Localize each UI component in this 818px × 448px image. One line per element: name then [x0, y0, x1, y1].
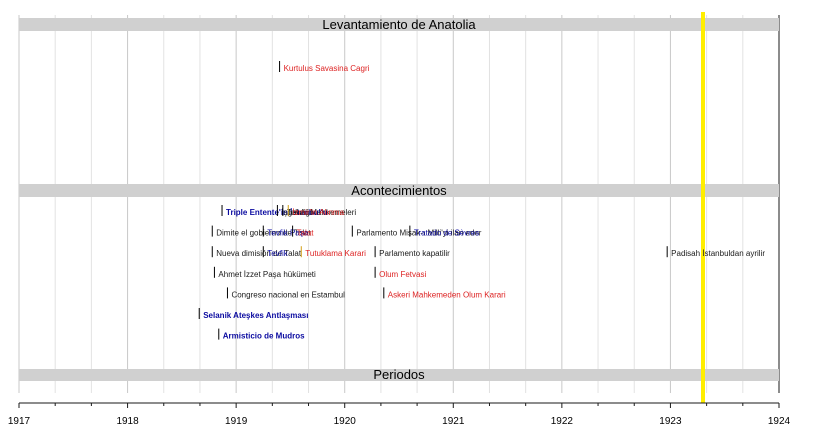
highlight-bar [701, 12, 705, 403]
event-label: Congreso nacional en Estambul [231, 290, 345, 299]
event-label: Kurtulus Savasina Cagri [284, 64, 370, 73]
x-tick-label: 1922 [551, 416, 574, 427]
event-label: Tutuklama Karari [305, 249, 366, 258]
x-tick-label: 1924 [768, 416, 791, 427]
x-tick-label: 1921 [442, 416, 465, 427]
event-label: Armisticio de Mudros [223, 332, 305, 341]
section-band [19, 369, 779, 381]
event-label: Parlamento kapatilir [379, 249, 450, 258]
event-label: Selanik Ateşkes Antlaşması [203, 311, 308, 320]
event-label: Tehcir Mahkemeleri [287, 208, 357, 217]
section-band [19, 184, 779, 197]
x-tick-label: 1917 [8, 416, 31, 427]
event-label: Tevfik [267, 249, 288, 258]
x-tick-label: 1918 [116, 416, 139, 427]
event-label: Olum Fetvasi [379, 270, 426, 279]
event-label: İzmir'in Alınma [292, 208, 344, 217]
event-label: Triple Entente'in İstanbul'u [226, 208, 328, 217]
event-label: Parlamento Misak-ı Milli'yi ilan eder [356, 229, 481, 238]
event-label: Talat [297, 229, 315, 238]
event-label: Tevfik Paşa [267, 229, 308, 238]
section-title: Acontecimientos [351, 183, 447, 198]
section-band [19, 18, 779, 31]
event-label: İşgal Ağı [281, 208, 312, 217]
section-title: Levantamiento de Anatolia [322, 17, 476, 32]
event-label: Dimite el gobierno de Talat [216, 229, 311, 238]
x-tick-label: 1919 [225, 416, 248, 427]
event-label: Tratado de Sèvres [414, 229, 480, 238]
event-label: Ahmet İzzet Paşa hükümeti [218, 270, 316, 279]
x-tick-label: 1923 [659, 416, 682, 427]
x-tick-label: 1920 [334, 416, 357, 427]
section-title: Periodos [373, 367, 425, 382]
event-label: Nueva dimisión de Talat [216, 249, 302, 258]
event-label: Padisah İstanbuldan ayrilir [671, 249, 765, 258]
event-label: Askeri Mahkemeden Olum Karari [388, 290, 506, 299]
